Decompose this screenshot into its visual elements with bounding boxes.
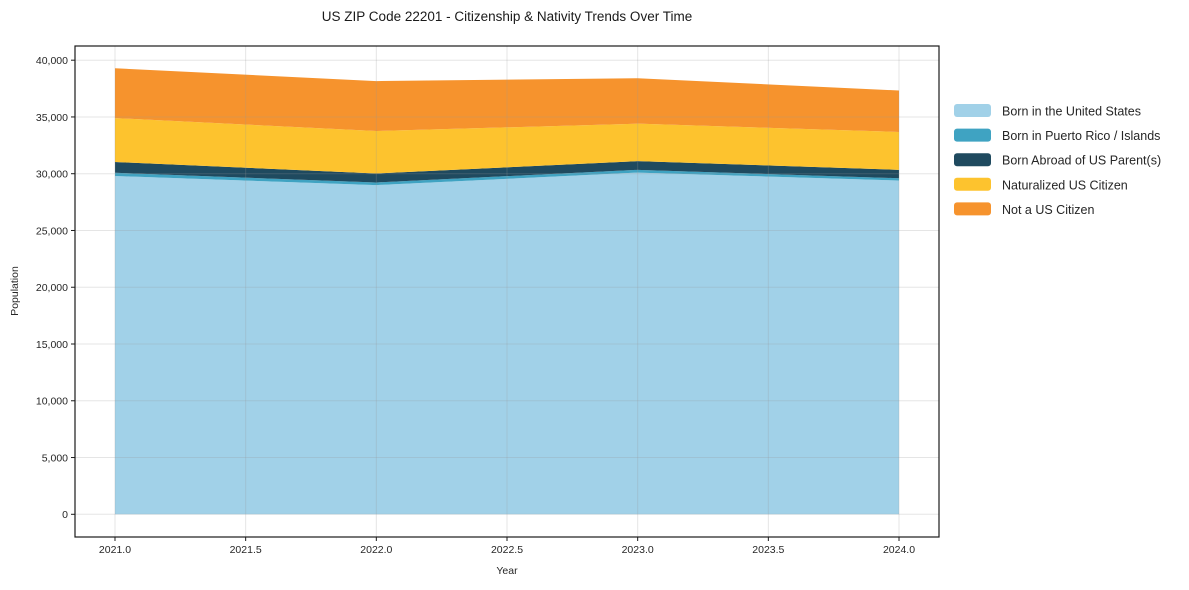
area-born-in-the-united-states bbox=[114, 172, 900, 515]
legend-label-born-in-puerto-rico-islands: Born in Puerto Rico / Islands bbox=[1002, 129, 1160, 143]
y-tick-label: 25,000 bbox=[36, 225, 68, 237]
x-tick-label: 2024.0 bbox=[883, 544, 915, 556]
legend: Born in the United States Born in Puerto … bbox=[954, 104, 1161, 217]
x-tick-labels: 2021.0 2021.5 2022.0 2022.5 2023.0 2023.5 2024… bbox=[99, 544, 915, 556]
legend-swatch-not-a-us-citizen bbox=[954, 202, 991, 216]
y-tick-label: 10,000 bbox=[36, 396, 68, 408]
y-tick-label: 40,000 bbox=[36, 55, 68, 67]
gridlines bbox=[75, 46, 939, 537]
area-not-a-us-citizen bbox=[114, 68, 900, 132]
chart-title: US ZIP Code 22201 - Citizenship & Nativi… bbox=[322, 9, 692, 24]
legend-swatch-born-in-puerto-rico-islands bbox=[954, 128, 991, 142]
x-tick-label: 2023.0 bbox=[622, 544, 654, 556]
axis-ticks bbox=[71, 59, 900, 541]
y-axis-label: Population bbox=[9, 266, 21, 316]
area-born-abroad-of-us-parent-s bbox=[114, 161, 900, 183]
legend-label-not-a-us-citizen: Not a US Citizen bbox=[1002, 203, 1094, 217]
x-tick-label: 2021.0 bbox=[99, 544, 131, 556]
area-born-in-puerto-rico-islands bbox=[114, 169, 900, 186]
y-tick-label: 5,000 bbox=[42, 452, 68, 464]
y-tick-label: 15,000 bbox=[36, 339, 68, 351]
legend-label-naturalized-us-citizen: Naturalized US Citizen bbox=[1002, 178, 1128, 192]
y-tick-label: 20,000 bbox=[36, 282, 68, 294]
legend-swatch-born-abroad-of-us-parent-s bbox=[954, 153, 991, 167]
area-naturalized-us-citizen bbox=[114, 118, 900, 174]
x-tick-label: 2022.5 bbox=[491, 544, 523, 556]
legend-swatch-naturalized-us-citizen bbox=[954, 177, 991, 191]
legend-swatch-born-in-the-united-states bbox=[954, 104, 991, 117]
x-axis-label: Year bbox=[496, 565, 518, 577]
x-tick-label: 2022.0 bbox=[360, 544, 392, 556]
x-tick-label: 2021.5 bbox=[230, 544, 262, 556]
x-tick-label: 2023.5 bbox=[752, 544, 784, 556]
y-tick-labels: 0 5,000 10,000 15,000 20,000 25,000 30,000 35,0… bbox=[36, 55, 68, 521]
legend-label-born-in-the-united-states: Born in the United States bbox=[1002, 105, 1141, 119]
stacked-areas bbox=[114, 68, 900, 515]
y-tick-label: 0 bbox=[62, 509, 68, 521]
y-tick-label: 30,000 bbox=[36, 169, 68, 181]
legend-label-born-abroad-of-us-parent-s: Born Abroad of US Parent(s) bbox=[1002, 154, 1161, 168]
y-tick-label: 35,000 bbox=[36, 112, 68, 124]
